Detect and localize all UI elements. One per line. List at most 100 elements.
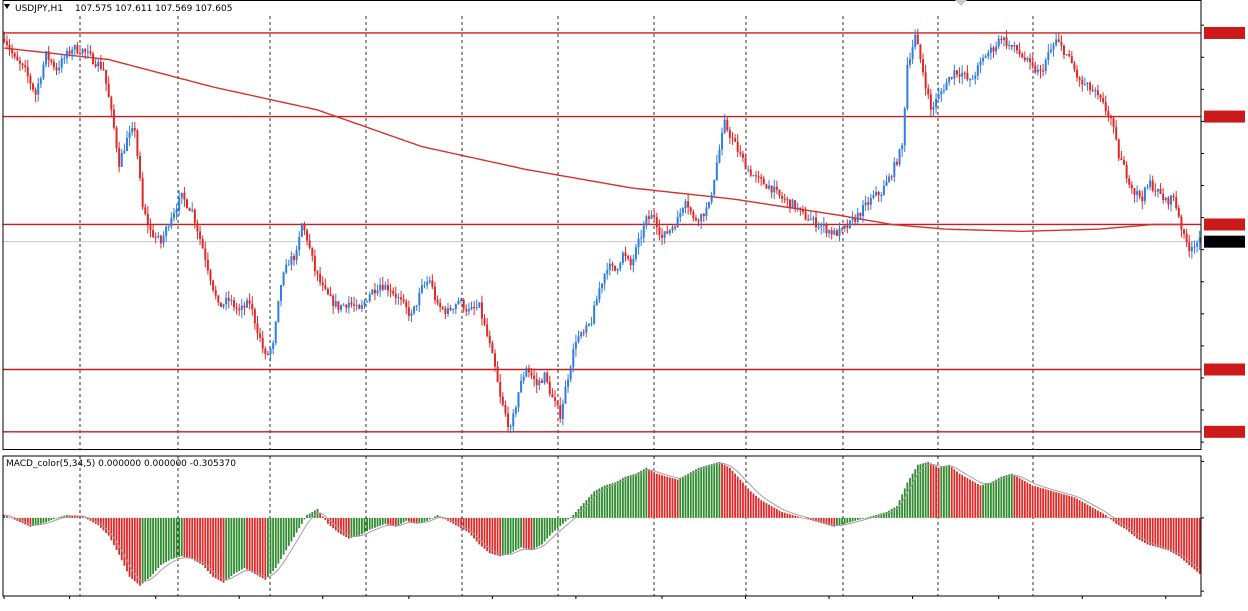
macd-bar: [146, 517, 149, 580]
macd-bar: [828, 517, 830, 526]
macd-bar: [739, 479, 742, 518]
candle-body: [1042, 70, 1045, 72]
macd-bar: [280, 517, 282, 560]
candle-body: [1073, 63, 1076, 70]
macd-bar: [157, 517, 160, 568]
macd-bar: [1154, 517, 1157, 547]
candle-body: [154, 236, 157, 238]
macd-bar: [1170, 517, 1172, 552]
candle-body: [285, 264, 288, 273]
candle-body: [841, 228, 844, 230]
candle-body: [24, 65, 27, 68]
macd-bar: [723, 464, 726, 518]
candle-body: [1086, 82, 1089, 85]
macd-bar: [248, 517, 251, 571]
candle-body: [1102, 98, 1105, 103]
candle-body: [363, 301, 366, 305]
candle-body: [520, 380, 523, 393]
candle-body: [37, 83, 40, 95]
macd-bar: [655, 473, 658, 518]
macd-bar: [668, 477, 671, 518]
candle-body: [757, 176, 760, 178]
candle-body: [170, 218, 173, 227]
macd-bar: [1110, 517, 1112, 520]
macd-bar: [533, 517, 536, 549]
macd-bar: [1034, 486, 1037, 518]
macd-bar: [825, 517, 828, 525]
macd-bar: [45, 517, 47, 523]
candle-body: [585, 325, 588, 333]
macd-bar: [789, 514, 791, 518]
candle-body: [431, 280, 434, 287]
candle-body: [266, 353, 269, 355]
macd-bar: [149, 517, 152, 577]
macd-bar: [1076, 498, 1078, 518]
candle-body: [1015, 45, 1018, 51]
candle-body: [329, 294, 332, 296]
candle-body: [73, 45, 76, 50]
macd-bar: [666, 476, 669, 518]
candle-body: [347, 302, 350, 308]
candle-body: [692, 211, 695, 219]
macd-bar: [851, 517, 854, 522]
candle-body: [253, 309, 256, 324]
macd-bar: [123, 517, 126, 566]
candle-body: [919, 44, 922, 60]
candle-body: [209, 270, 212, 281]
macd-bar: [541, 517, 543, 545]
macd-bar: [342, 517, 345, 536]
macd-bar: [178, 517, 181, 557]
candle-body: [551, 394, 554, 398]
macd-bar: [567, 517, 569, 520]
level-price-box: [1204, 110, 1245, 123]
current-price-box: [1204, 235, 1245, 248]
macd-bar: [802, 517, 804, 519]
macd-bar: [410, 517, 413, 523]
macd-bar: [807, 517, 810, 520]
candle-body: [65, 50, 68, 59]
macd-bar: [407, 517, 410, 522]
collapse-triangle-icon[interactable]: [4, 4, 10, 9]
candle-body: [1039, 69, 1042, 71]
macd-bar: [574, 512, 577, 518]
scroll-marker-icon[interactable]: [955, 0, 967, 6]
candle-body: [475, 307, 478, 309]
macd-bar: [313, 510, 316, 518]
candle-body: [300, 223, 303, 237]
candle-body: [587, 323, 590, 326]
macd-bar: [1193, 517, 1196, 570]
macd-bar: [598, 488, 601, 518]
macd-bar: [987, 483, 990, 518]
ma-line: [4, 47, 1184, 233]
candle-body: [277, 300, 280, 322]
macd-bar: [773, 507, 776, 518]
macd-bar: [896, 506, 898, 518]
candle-body: [1044, 60, 1047, 72]
candle-body: [556, 400, 559, 406]
candle-body: [460, 299, 463, 301]
macd-bar: [209, 517, 212, 574]
candle-body: [546, 372, 549, 382]
candle-body: [621, 252, 624, 264]
candle-body: [499, 381, 502, 397]
candle-body: [259, 333, 262, 338]
macd-bar: [246, 517, 248, 570]
macd-bar: [421, 517, 423, 523]
candle-body: [922, 59, 925, 73]
macd-bar: [1018, 478, 1021, 518]
macd-bar: [290, 517, 293, 542]
macd-bar: [214, 517, 217, 579]
candle-body: [146, 214, 149, 226]
macd-bar: [358, 517, 361, 536]
macd-bar: [319, 512, 322, 518]
macd-bar: [903, 488, 906, 518]
candle-body: [447, 308, 450, 314]
macd-bar: [859, 517, 862, 520]
macd-bar: [1016, 476, 1018, 518]
macd-bar: [1021, 479, 1024, 518]
candle-body: [916, 34, 919, 45]
ohlc-label: 107.575 107.611 107.569 107.605: [75, 4, 232, 14]
candle-body: [634, 247, 637, 259]
candle-body: [392, 290, 395, 294]
